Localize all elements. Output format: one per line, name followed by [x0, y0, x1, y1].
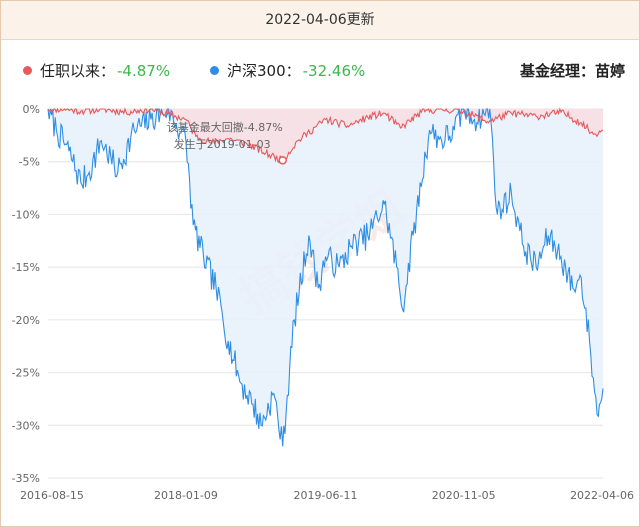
x-tick-label: 2022-04-06	[570, 489, 634, 502]
y-tick-label: -35%	[12, 472, 40, 485]
legend-row: 任职以来： -4.87% 沪深300： -32.46% 基金经理：苗婷	[1, 57, 639, 85]
y-tick-label: -10%	[12, 208, 40, 221]
legend-item-fund[interactable]: 任职以来： -4.87%	[23, 57, 170, 85]
y-tick-label: -15%	[12, 261, 40, 274]
series-layer	[47, 107, 604, 447]
legend-item-index[interactable]: 沪深300： -32.46%	[210, 57, 365, 85]
index-dot-icon	[210, 66, 219, 75]
annotation-line-1: 该基金最大回撤-4.87%	[167, 120, 283, 134]
index-line[interactable]	[47, 108, 604, 447]
update-header: 2022-04-06更新	[1, 1, 639, 40]
x-tick-label: 2020-11-05	[432, 489, 496, 502]
y-tick-label: -20%	[12, 314, 40, 327]
x-tick-label: 2019-06-11	[294, 489, 358, 502]
x-axis-ticks: 2016-08-15 2018-01-09 2019-06-11 2020-11-05…	[20, 489, 634, 502]
fund-dot-icon	[23, 66, 32, 75]
index-area	[48, 109, 603, 447]
y-tick-label: -5%	[19, 156, 40, 169]
fund-label: 任职以来：	[40, 62, 116, 80]
index-label: 沪深300：	[227, 62, 301, 80]
fund-line[interactable]	[47, 107, 604, 164]
x-tick-label: 2018-01-09	[154, 489, 218, 502]
x-tick-label: 2016-08-15	[20, 489, 84, 502]
fund-manager: 基金经理：苗婷	[519, 62, 625, 80]
index-value: -32.46%	[302, 62, 366, 80]
y-axis-ticks: 0% -5% -10% -15% -20% -25% -30% -35%	[12, 103, 40, 485]
y-tick-label: -30%	[12, 419, 40, 432]
max-drawdown-marker[interactable]	[278, 156, 287, 165]
y-tick-label: -25%	[12, 367, 40, 380]
annotation-line-2: 发生于2019-01-03	[174, 137, 271, 151]
fund-value: -4.87%	[117, 62, 171, 80]
y-tick-label: 0%	[23, 103, 40, 116]
